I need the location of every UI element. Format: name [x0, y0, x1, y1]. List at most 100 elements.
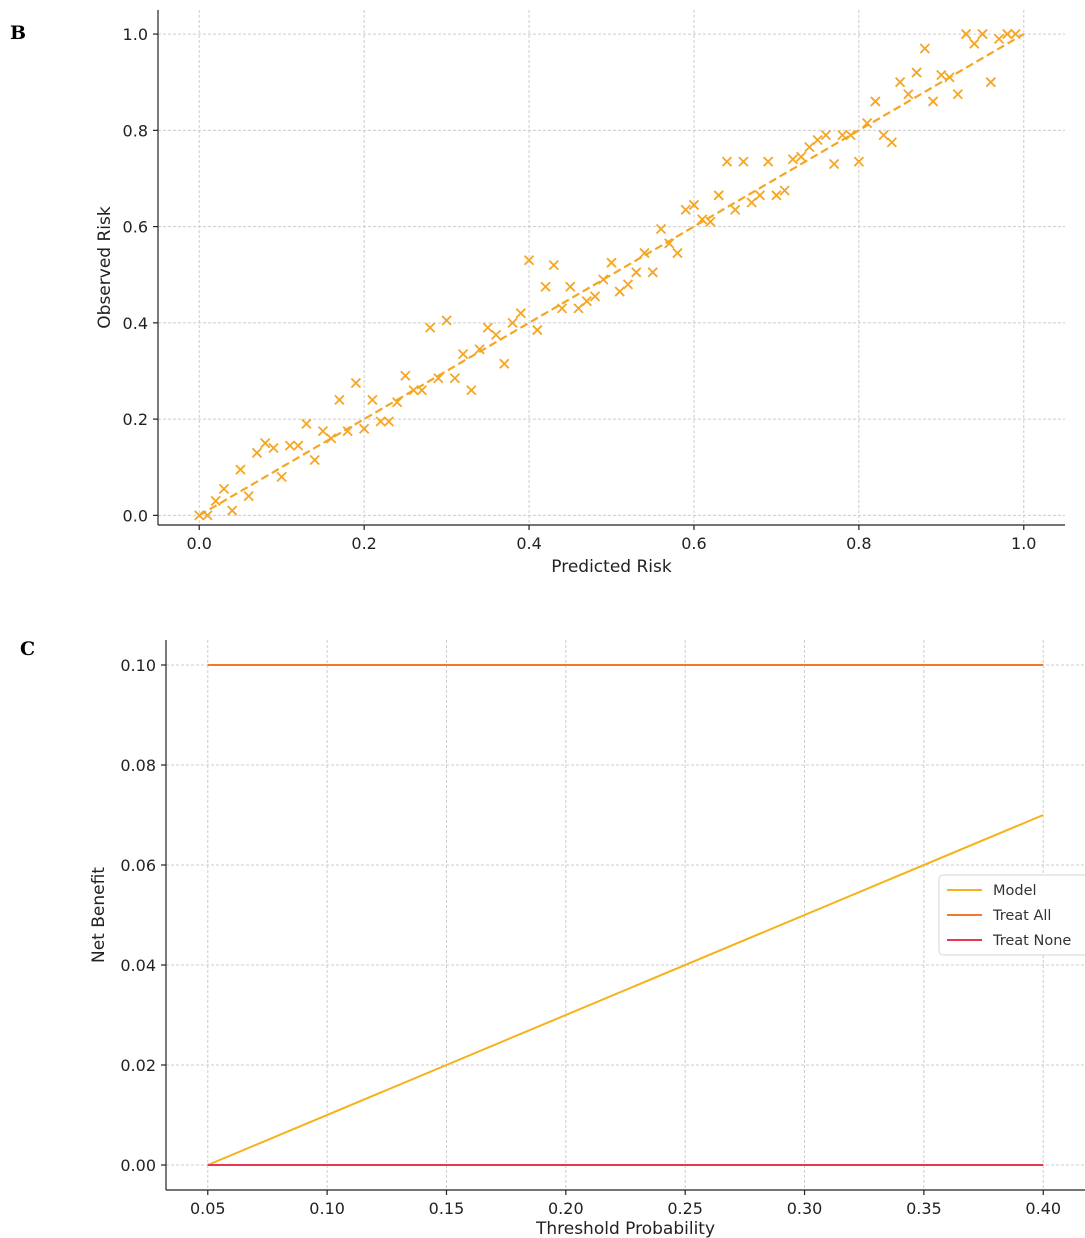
scatter-point	[672, 247, 683, 259]
scatter-point	[796, 151, 807, 162]
scatter-point	[969, 38, 980, 49]
scatter-point	[738, 156, 749, 167]
x-tick-label: 0.40	[1025, 1199, 1061, 1218]
y-axis-title: Observed Risk	[95, 206, 115, 329]
scatter-point	[260, 438, 271, 449]
scatter-point	[276, 471, 287, 483]
panel-label-c: C	[20, 638, 36, 660]
scatter-point	[589, 291, 601, 302]
scatter-point	[243, 490, 254, 502]
scatter-point	[565, 281, 576, 292]
series-line-0	[207, 814, 1044, 1166]
scatter-point	[721, 156, 733, 167]
x-tick-label: 0.35	[906, 1199, 942, 1218]
scatter-point	[317, 426, 329, 437]
scatter-point	[853, 156, 865, 167]
x-tick-label: 0.6	[681, 534, 706, 553]
scatter-point	[647, 267, 658, 278]
y-tick-label: 0.4	[123, 314, 148, 333]
scatter-point	[977, 28, 988, 40]
y-tick-label: 0.04	[120, 956, 156, 975]
panel-label-b: B	[10, 22, 27, 44]
scatter-point	[391, 397, 403, 408]
x-tick-label: 0.25	[667, 1199, 703, 1218]
y-tick-label: 0.10	[120, 656, 156, 675]
scatter-point	[837, 130, 848, 141]
scatter-point	[993, 33, 1005, 45]
scatter-point	[334, 394, 345, 405]
scatter-point	[383, 416, 395, 427]
y-tick-label: 0.2	[123, 410, 148, 429]
scatter-point	[713, 190, 724, 201]
calibration-chart: 0.0 0.2 0.4 0.6 0.8 1.0 0.0 0.2 0.4 0.6 0.8 1.0 Pred…	[95, 10, 1065, 577]
scatter-point	[573, 303, 584, 314]
scatter-point	[697, 214, 708, 225]
scatter-point	[985, 77, 996, 88]
scatter-point	[828, 158, 840, 170]
scatter-point	[293, 440, 304, 451]
scatter-point	[927, 96, 939, 107]
legend-entry: Treat All	[992, 908, 1051, 924]
y-tick-label: 0.0	[123, 506, 148, 525]
scatter-point	[375, 416, 386, 427]
scatter-point	[309, 454, 320, 466]
x-tick-label: 0.8	[846, 534, 871, 553]
scatter-point	[894, 77, 906, 88]
scatter-point	[639, 247, 650, 259]
scatter-point	[532, 324, 543, 336]
scatter-point	[301, 418, 312, 430]
scatter-point	[944, 72, 955, 83]
scatter-point	[499, 358, 510, 369]
scatter-point	[490, 329, 502, 341]
scatter-point	[688, 199, 700, 211]
scatter-point	[878, 130, 889, 141]
x-tick-label: 0.0	[187, 534, 212, 553]
reference-line	[198, 33, 1025, 517]
scatter-point	[457, 348, 469, 360]
legend-entry: Model	[993, 883, 1037, 899]
y-tick-label: 0.00	[120, 1156, 156, 1175]
scatter-point	[210, 495, 221, 507]
scatter-point	[507, 317, 518, 328]
x-tick-label: 0.20	[548, 1199, 584, 1218]
scatter-point	[631, 267, 642, 278]
scatter-point	[886, 137, 897, 148]
legend-box	[938, 874, 1085, 956]
scatter-point	[1010, 28, 1021, 40]
y-tick-label: 0.06	[120, 856, 156, 875]
scatter-point	[466, 385, 477, 396]
scatter-point	[251, 447, 263, 458]
x-tick-label: 0.4	[516, 534, 541, 553]
scatter-point	[416, 385, 427, 396]
scatter-point	[746, 197, 757, 208]
scatter-point	[870, 96, 881, 107]
scatter-point	[523, 255, 535, 266]
scatter-point	[664, 238, 675, 249]
x-tick-label: 1.0	[1011, 534, 1036, 553]
scatter-point	[779, 185, 790, 196]
scatter-point	[804, 142, 815, 153]
scatter-point	[202, 510, 213, 521]
scatter-point	[771, 190, 782, 201]
scatter-point	[408, 385, 419, 396]
scatter-point	[960, 28, 972, 40]
scatter-point	[268, 442, 279, 454]
scatter-point	[754, 190, 766, 201]
scatter-point	[598, 274, 609, 285]
scatter-point	[284, 440, 296, 451]
scatter-point	[227, 505, 238, 516]
scatter-point	[548, 259, 559, 271]
scatter-point	[680, 204, 691, 215]
scatter-point	[763, 156, 774, 167]
x-tick-label: 0.05	[190, 1199, 226, 1218]
scatter-point	[400, 370, 411, 381]
scatter-point	[1002, 28, 1013, 40]
scatter-point	[194, 510, 205, 521]
legend-entry: Treat None	[992, 933, 1071, 949]
y-tick-label: 0.02	[120, 1056, 156, 1075]
y-axis-title: Net Benefit	[89, 867, 109, 963]
scatter-point	[787, 154, 799, 165]
scatter-point	[705, 216, 716, 227]
scatter-point	[730, 204, 741, 215]
y-tick-label: 0.08	[120, 756, 156, 775]
